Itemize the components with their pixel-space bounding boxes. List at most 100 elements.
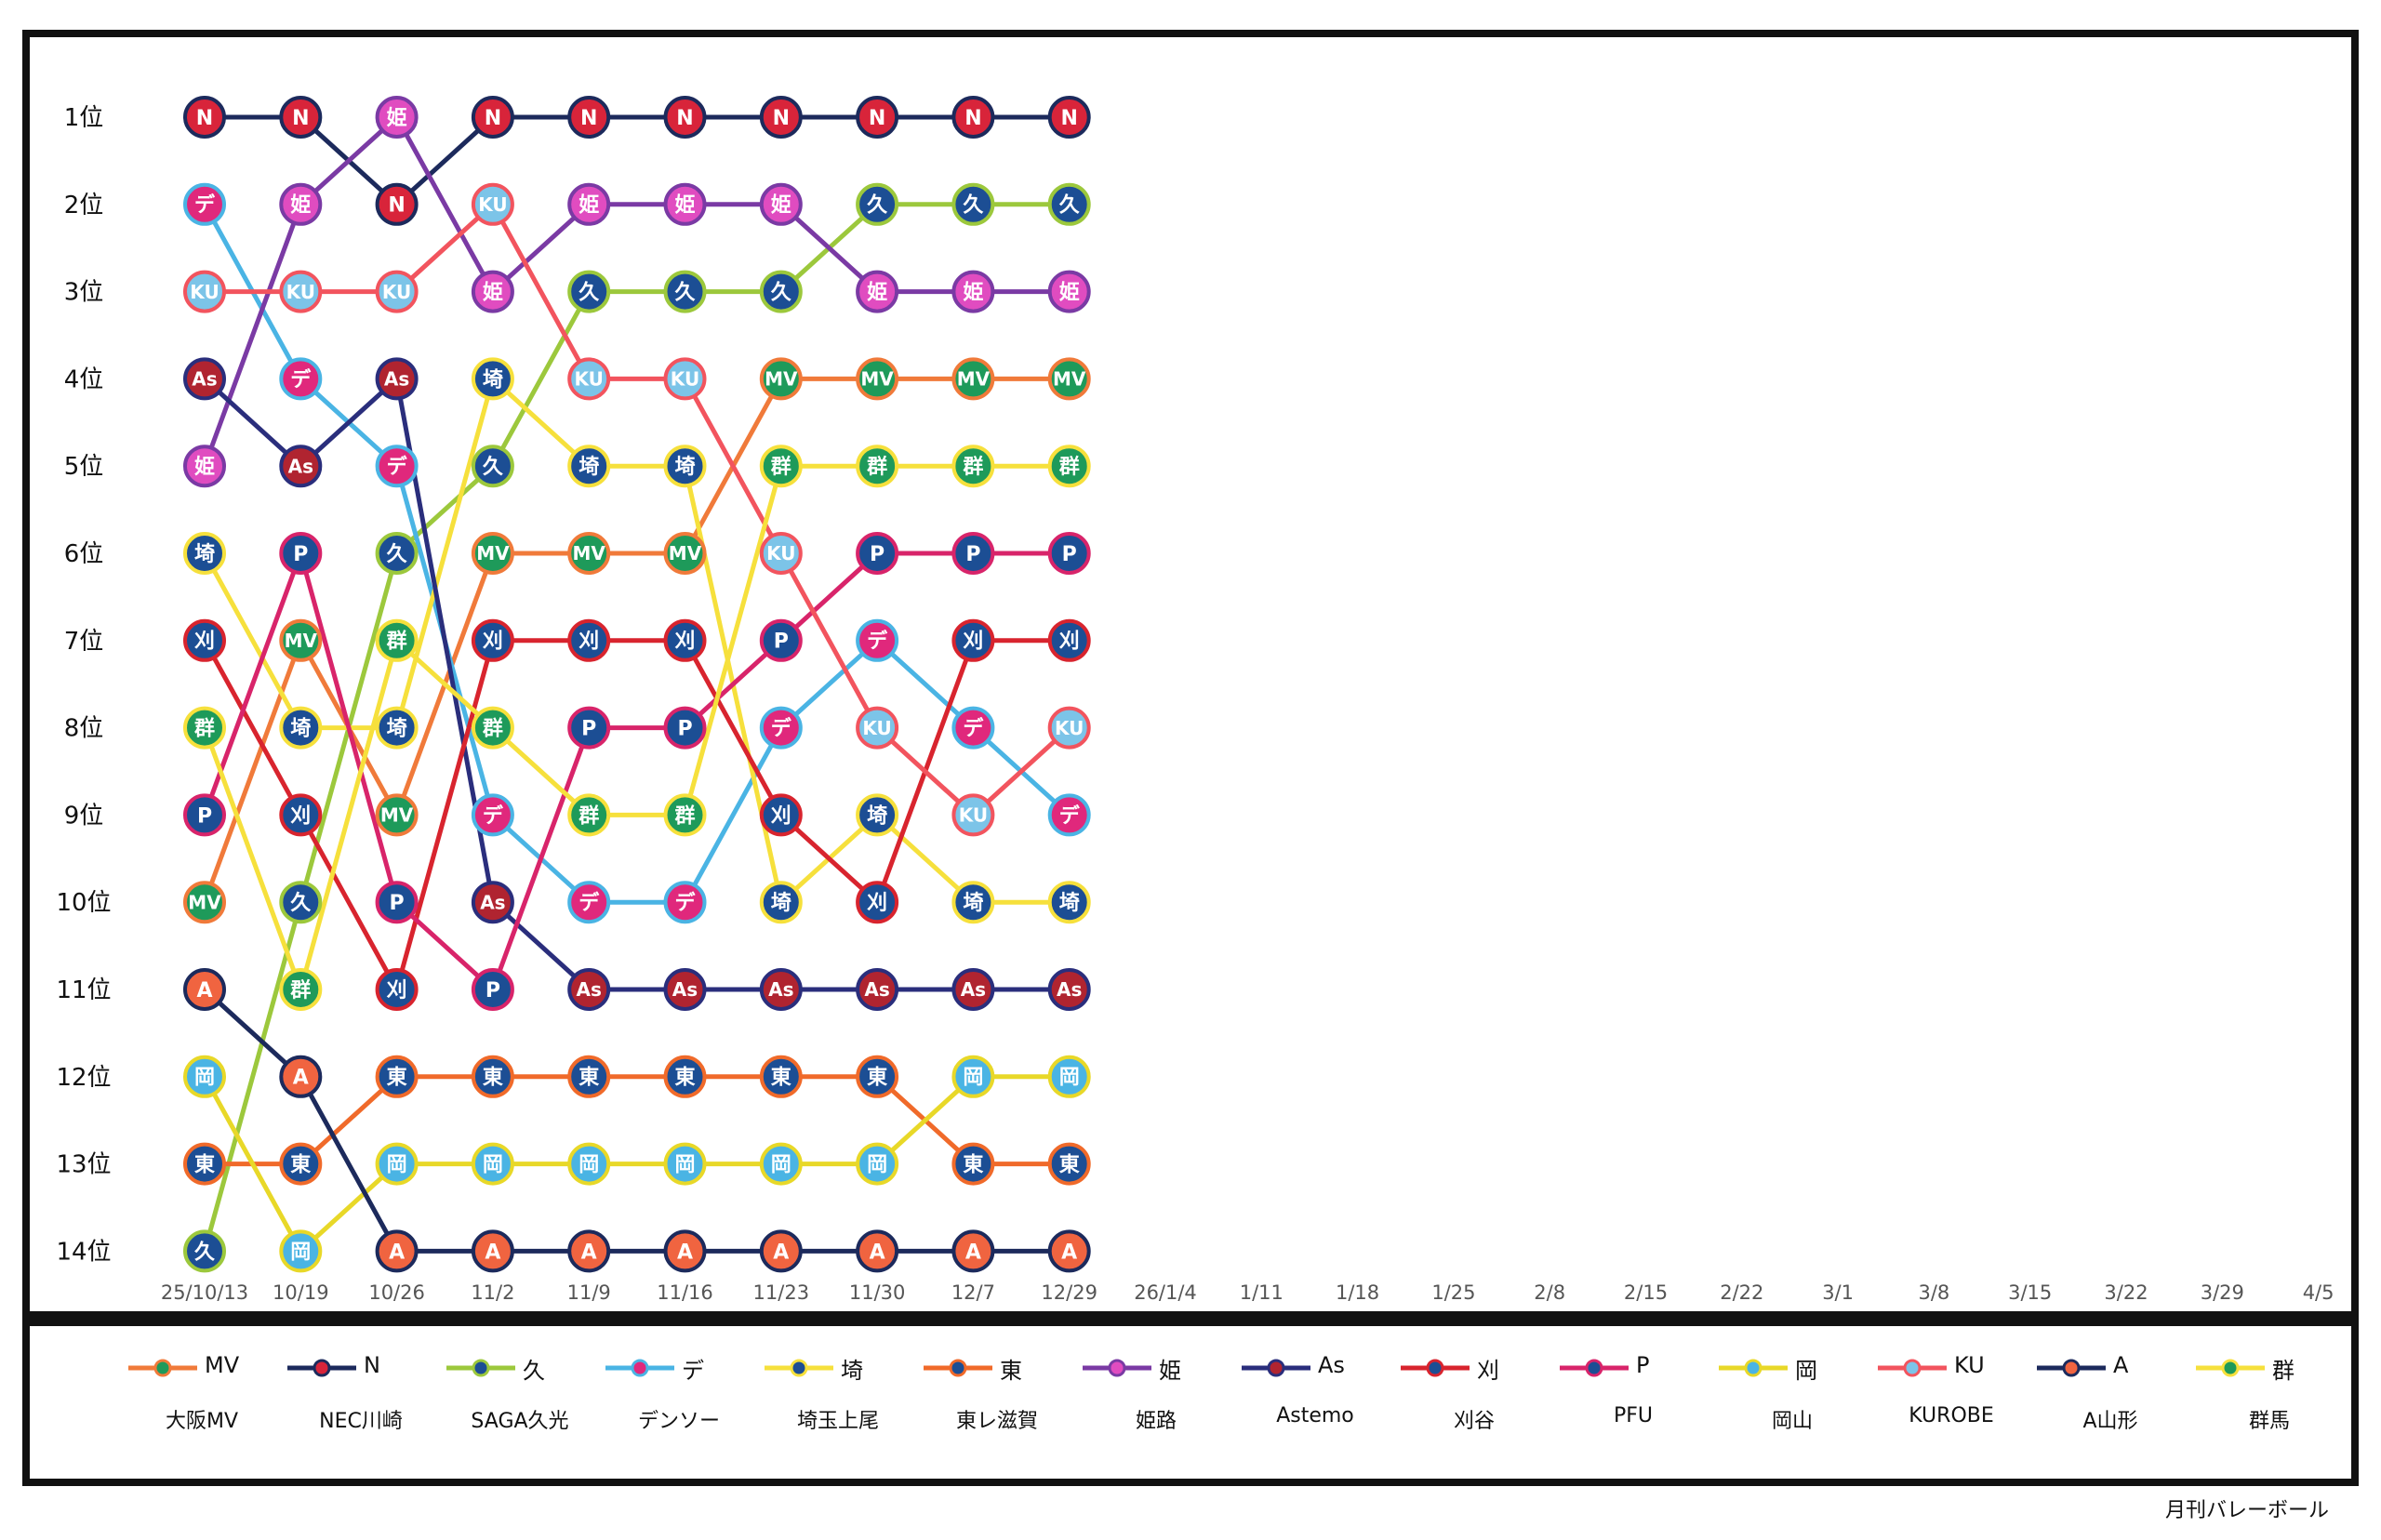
point-label: 姫 — [867, 281, 887, 305]
point-marker — [663, 618, 707, 662]
point-marker — [471, 1055, 514, 1098]
point-label: P — [965, 543, 980, 566]
legend-team-name: KUROBE — [1909, 1404, 1994, 1427]
point-marker — [663, 1142, 707, 1186]
data-point: As — [183, 357, 226, 401]
point-label: MV — [573, 542, 606, 564]
point-marker — [567, 706, 611, 750]
point-marker — [183, 793, 226, 837]
data-point: 東 — [375, 1055, 419, 1098]
point-label: 刈 — [1059, 631, 1080, 654]
data-point: 埼 — [183, 532, 226, 575]
series-line-5 — [205, 1074, 1070, 1167]
data-point: As — [856, 968, 899, 1011]
data-point: 岡 — [375, 1142, 419, 1186]
legend-abbr: 刈 — [1477, 1358, 1499, 1384]
point-marker — [759, 532, 803, 575]
data-point: KU — [759, 532, 803, 575]
data-point: 久 — [471, 445, 514, 488]
data-point: KU — [663, 357, 707, 401]
point-label: KU — [382, 281, 411, 303]
point-label: 岡 — [483, 1154, 503, 1177]
rank-label: 7位 — [64, 628, 104, 656]
point-marker — [279, 881, 323, 924]
point-label: 岡 — [1059, 1067, 1080, 1090]
point-marker — [183, 96, 226, 139]
legend-abbr: P — [1636, 1352, 1650, 1378]
point-label: KU — [190, 281, 219, 303]
point-label: A — [389, 1241, 405, 1264]
data-point: A — [759, 1229, 803, 1273]
point-label: KU — [862, 717, 891, 739]
point-marker — [375, 968, 419, 1011]
point-marker — [759, 793, 803, 837]
chart-area: 1位 2位 3位 4位 5位 6位 7位 8位 9位 10位 11位 12位 13位 14位 25/10/1… — [22, 30, 2359, 1319]
data-point: A — [663, 1229, 707, 1273]
data-point: P — [567, 706, 611, 750]
point-label: 姫 — [771, 193, 791, 218]
data-point: As — [471, 881, 514, 924]
data-point: 岡 — [759, 1142, 803, 1186]
point-label: N — [869, 107, 885, 130]
data-point: 東 — [471, 1055, 514, 1098]
point-label: 姫 — [579, 193, 599, 218]
date-tick-label: 11/30 — [849, 1281, 906, 1304]
point-marker — [1047, 445, 1091, 488]
data-point: P — [183, 793, 226, 837]
point-label: N — [580, 107, 597, 130]
legend-abbr: N — [364, 1352, 380, 1378]
point-marker — [1047, 1055, 1091, 1098]
point-marker — [375, 1229, 419, 1273]
ranking-chart: 1位 2位 3位 4位 5位 6位 7位 8位 9位 10位 11位 12位 13位 14位 25/10/1… — [56, 96, 2334, 1304]
point-marker — [1047, 706, 1091, 750]
date-tick-label: 3/29 — [2201, 1281, 2244, 1304]
point-marker — [1047, 881, 1091, 924]
legend-item: N NEC川崎 — [282, 1335, 421, 1447]
point-marker — [183, 182, 226, 226]
legend-item: P PFU — [1554, 1335, 1694, 1447]
point-marker — [856, 1142, 899, 1186]
data-point: デ — [279, 357, 323, 401]
date-tick-label: 10/26 — [368, 1281, 425, 1304]
legend-team-name: 群馬 — [2248, 1410, 2290, 1433]
rank-label: 1位 — [64, 104, 104, 132]
point-label: A — [965, 1241, 981, 1264]
point-label: 群 — [290, 978, 311, 1002]
legend-marker — [153, 1359, 172, 1377]
point-label: P — [870, 543, 885, 566]
point-label: 群 — [963, 455, 983, 479]
legend-marker — [1903, 1359, 1922, 1377]
point-label: N — [485, 107, 501, 130]
data-point: 姫 — [759, 182, 803, 226]
point-marker — [856, 96, 899, 139]
legend-item: デデンソー — [600, 1335, 739, 1447]
point-marker — [759, 968, 803, 1011]
point-marker — [183, 968, 226, 1011]
point-marker — [759, 96, 803, 139]
legend-item: 群群馬 — [2190, 1335, 2330, 1447]
data-point: 埼 — [375, 706, 419, 750]
data-point: 姫 — [471, 270, 514, 313]
point-marker — [279, 532, 323, 575]
data-point: KU — [471, 182, 514, 226]
data-point: KU — [279, 270, 323, 313]
source-note: 月刊バレーボール — [2164, 1499, 2329, 1522]
point-marker — [1047, 96, 1091, 139]
data-point: 群 — [375, 618, 419, 662]
point-label: N — [1060, 107, 1077, 130]
data-point: N — [375, 182, 419, 226]
point-marker — [759, 445, 803, 488]
data-point: 埼 — [471, 357, 514, 401]
date-tick-label: 2/22 — [1720, 1281, 1763, 1304]
data-point: P — [759, 618, 803, 662]
data-point: 埼 — [759, 881, 803, 924]
legend-team-name: 姫路 — [1135, 1410, 1177, 1433]
point-marker — [471, 182, 514, 226]
data-point: MV — [375, 793, 419, 837]
point-label: As — [672, 978, 698, 1001]
legend-swatch — [765, 1359, 833, 1377]
point-marker — [663, 1229, 707, 1273]
point-marker — [951, 96, 995, 139]
data-point: As — [663, 968, 707, 1011]
point-label: 刈 — [674, 631, 695, 654]
